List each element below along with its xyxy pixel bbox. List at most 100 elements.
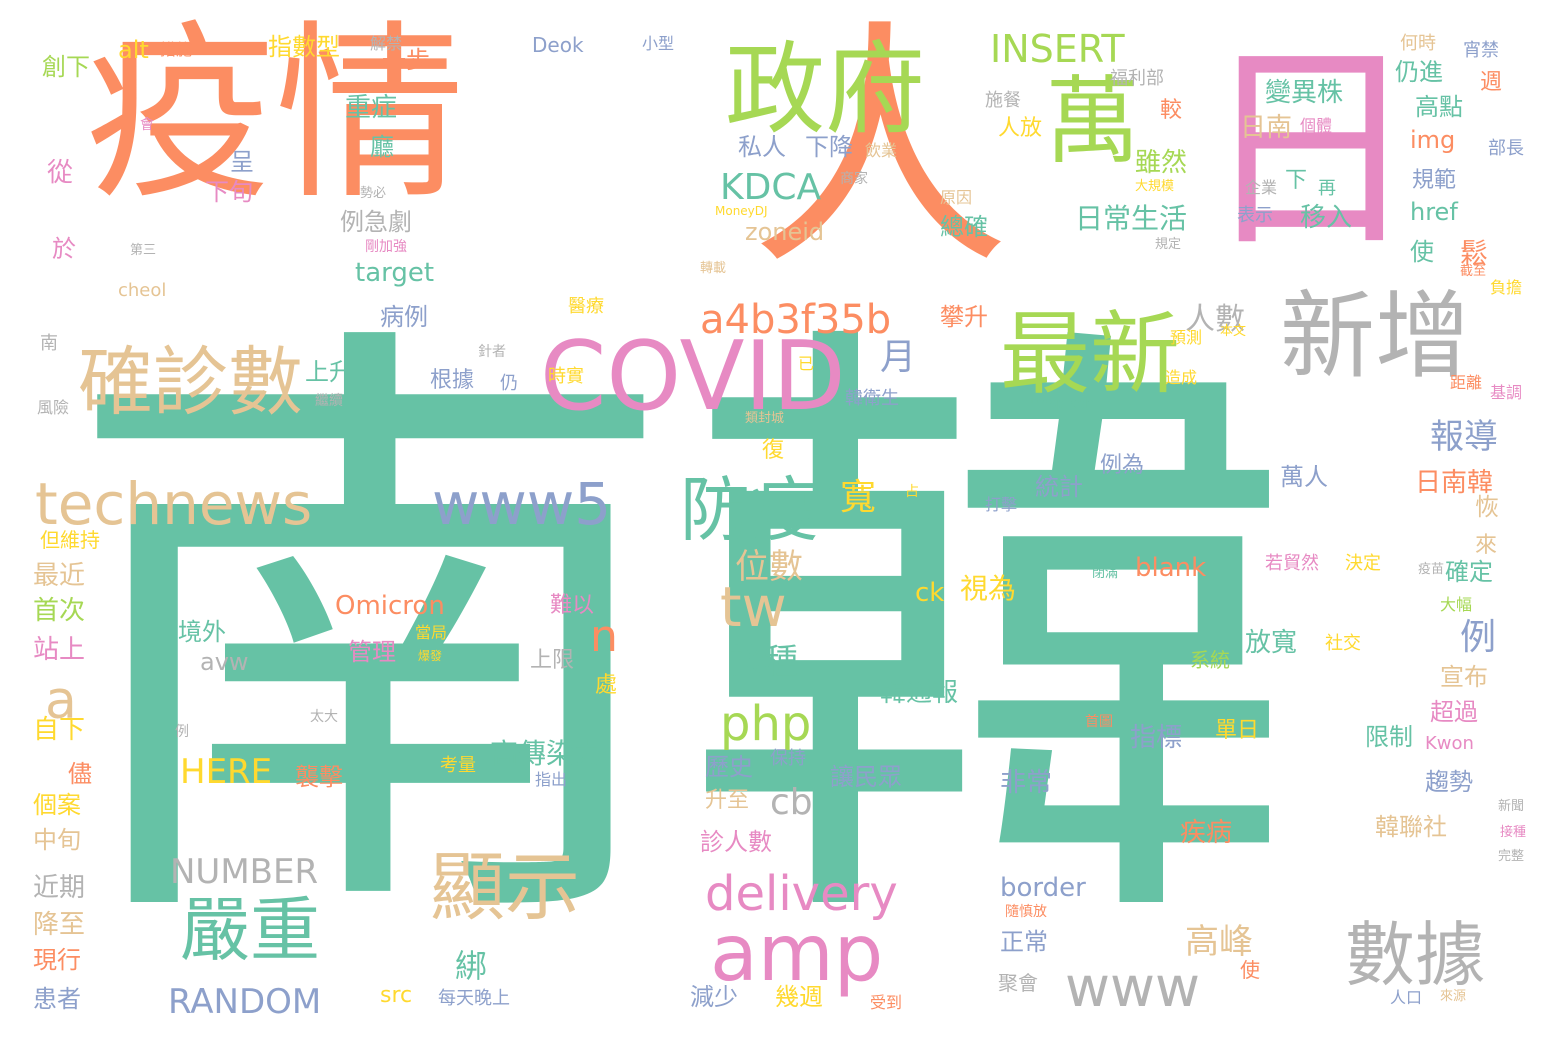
cloud-word: 宣布 [1440,663,1488,691]
cloud-word: 月 [880,337,917,378]
cloud-word: 措施 [160,40,193,59]
cloud-word: 嚴重 [180,889,320,971]
cloud-word: 從 [47,158,74,188]
cloud-word: 首次 [33,596,86,626]
cloud-word: 時實 [548,366,584,387]
cloud-word: 例 [175,724,189,740]
cloud-word: 保持 [770,748,806,769]
cloud-word: 確定 [1445,558,1493,586]
cloud-word: 高傳染力 [490,737,603,770]
cloud-word: 綁 [455,947,488,985]
cloud-word: Unsplash [1030,396,1094,412]
cloud-word: 韓通報 [880,678,959,708]
cloud-word: 人 [750,0,1010,301]
cloud-word: 原因 [940,188,973,207]
cloud-word: 系統 [1190,648,1230,672]
cloud-word: 報導 [1430,417,1498,457]
cloud-word: 呈 [230,148,254,176]
cloud-word: 施餐 [985,90,1021,111]
cloud-word: MoneyDJ [715,204,768,218]
cloud-word: 升至 [705,788,750,813]
cloud-word: 數據 [1345,914,1485,996]
cloud-word: 移入 [1300,203,1353,233]
cloud-word: 剛加強 [365,239,407,255]
cloud-word: 根據 [430,368,475,393]
cloud-word: Kwon [1425,733,1474,754]
cloud-word: 管理 [348,638,396,666]
cloud-word: a4b3f35b [700,297,892,343]
cloud-word: 高峰 [1185,922,1253,962]
cloud-word: 近期 [33,873,86,903]
cloud-word: 但維持 [40,528,100,552]
cloud-word: 接種 [1500,825,1527,840]
cloud-word: 韓聯社 [1375,813,1447,841]
cloud-word: 儘 [68,760,92,788]
cloud-word: 超過 [1430,698,1478,726]
cloud-word: 當局 [415,623,448,642]
cloud-word: avw [200,648,249,676]
cloud-word: 風險 [37,398,70,417]
cloud-word: 寬 [840,477,877,518]
cloud-word: RANDOM [168,982,322,1022]
cloud-word: 接種 [730,642,798,682]
cloud-word: 日南 [1240,113,1293,143]
cloud-word: 截至 [1460,264,1487,279]
cloud-word: 人數 [1185,302,1245,337]
cloud-word: amp [710,909,884,999]
cloud-word: 下旬 [205,178,253,206]
cloud-word: 恢 [1475,493,1499,521]
cloud-word: 指出 [535,770,568,789]
cloud-word: 處 [595,673,618,698]
cloud-word: 造成 [1165,368,1198,387]
cloud-word: 再 [1318,178,1336,199]
cloud-word: 大幅 [1440,595,1473,614]
cloud-word: 部長 [1488,138,1524,159]
cloud-word: 首圖 [1085,714,1113,730]
cloud-word: 社交 [1325,633,1361,654]
cloud-word: border [1000,873,1086,903]
cloud-word: 重症 [345,93,398,123]
cloud-word: 閉滿 [1092,566,1119,581]
cloud-word: 規定 [1155,237,1182,252]
cloud-word: 已 [798,354,815,373]
cloud-word: 飲業 [865,141,898,160]
cloud-word: alt [118,36,149,64]
cloud-word: 每天晚上 [438,988,510,1009]
cloud-word: technews [35,470,313,538]
cloud-word: 使 [1240,958,1260,982]
cloud-word: NUMBER [170,852,319,892]
cloud-word: 病例 [380,303,428,331]
cloud-word: 例為 [1100,453,1145,478]
cloud-word: 人放 [998,116,1043,141]
cloud-word: 南韓 [60,279,1300,1000]
cloud-word: ck [915,578,945,608]
cloud-word: cb [770,782,813,823]
cloud-word: 仍進 [1395,58,1443,86]
cloud-word: src [380,983,413,1008]
cloud-word: 於 [52,235,76,263]
cloud-word: 新增 [1280,282,1471,392]
cloud-word: 預測 [1170,328,1203,347]
cloud-word: 來源 [1440,989,1467,1004]
cloud-word: 視為 [960,572,1017,605]
cloud-word: COVID [540,322,846,432]
cloud-word: 小型 [642,34,675,53]
cloud-word: 統計 [1035,473,1083,501]
cloud-word: 下降 [805,133,853,161]
cloud-word: 針者 [478,344,506,360]
cloud-word: 復 [762,438,785,463]
cloud-word: 疫情 [85,4,466,225]
cloud-word: 週 [1480,70,1503,95]
cloud-word: 攀升 [940,303,988,331]
cloud-word: 創下 [42,53,90,81]
cloud-word: 負擔 [1490,278,1523,297]
cloud-word: 最新 [1000,302,1180,407]
cloud-word: 規範 [1412,168,1457,193]
cloud-word: 隨慎放 [1005,904,1047,920]
cloud-word: 變異株 [1265,78,1344,108]
cloud-word: 難以 [550,593,595,618]
cloud-word: Omicron [335,591,445,621]
cloud-word: 防疫 [680,469,820,551]
cloud-word: 政府 [725,31,925,148]
